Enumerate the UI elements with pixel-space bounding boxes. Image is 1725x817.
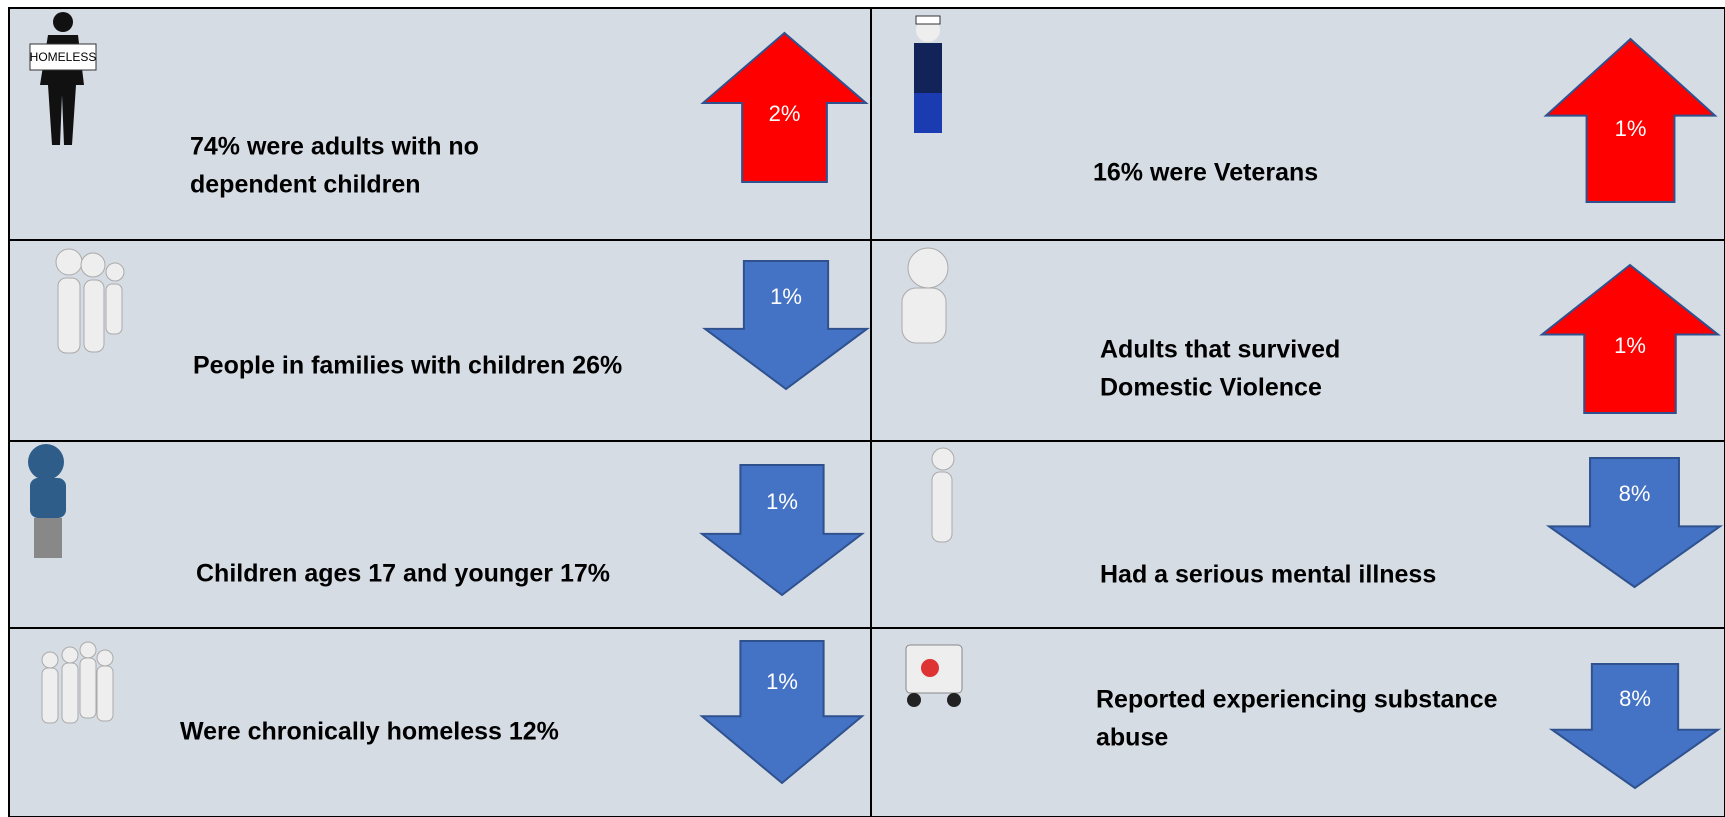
stat-text: 74% were adults with no (190, 133, 479, 161)
change-label: 1% (766, 489, 798, 514)
change-label: 8% (1619, 686, 1651, 711)
change-label: 8% (1619, 481, 1651, 506)
stat-text: 16% were Veterans (1093, 159, 1318, 187)
icon-veteran (914, 16, 942, 133)
stat-text: People in families with children 26% (193, 352, 622, 380)
page: 74% were adults with no dependent childre… (0, 0, 1725, 817)
change-label: 1% (1615, 116, 1647, 141)
change-label: 1% (770, 284, 802, 309)
change-label: 1% (1614, 333, 1646, 358)
stat-text: Had a serious mental illness (1100, 561, 1436, 589)
stat-text: Adults that survived (1100, 336, 1340, 364)
stat-text: Were chronically homeless 12% (180, 718, 559, 746)
icon-thinking-figure (932, 448, 954, 542)
stat-text: Children ages 17 and younger 17% (196, 560, 610, 588)
change-label: 2% (769, 101, 801, 126)
stat-text: abuse (1096, 724, 1168, 752)
stat-text: Reported experiencing substance (1096, 686, 1498, 714)
change-label: 1% (766, 669, 798, 694)
sign-text: HOMELESS (30, 50, 97, 64)
stat-text: Domestic Violence (1100, 374, 1322, 402)
icon-group (42, 642, 113, 723)
icon-sitting-figure (902, 248, 948, 343)
stat-text: dependent children (190, 171, 421, 199)
infographic: 74% were adults with no dependent childre… (0, 0, 1725, 817)
